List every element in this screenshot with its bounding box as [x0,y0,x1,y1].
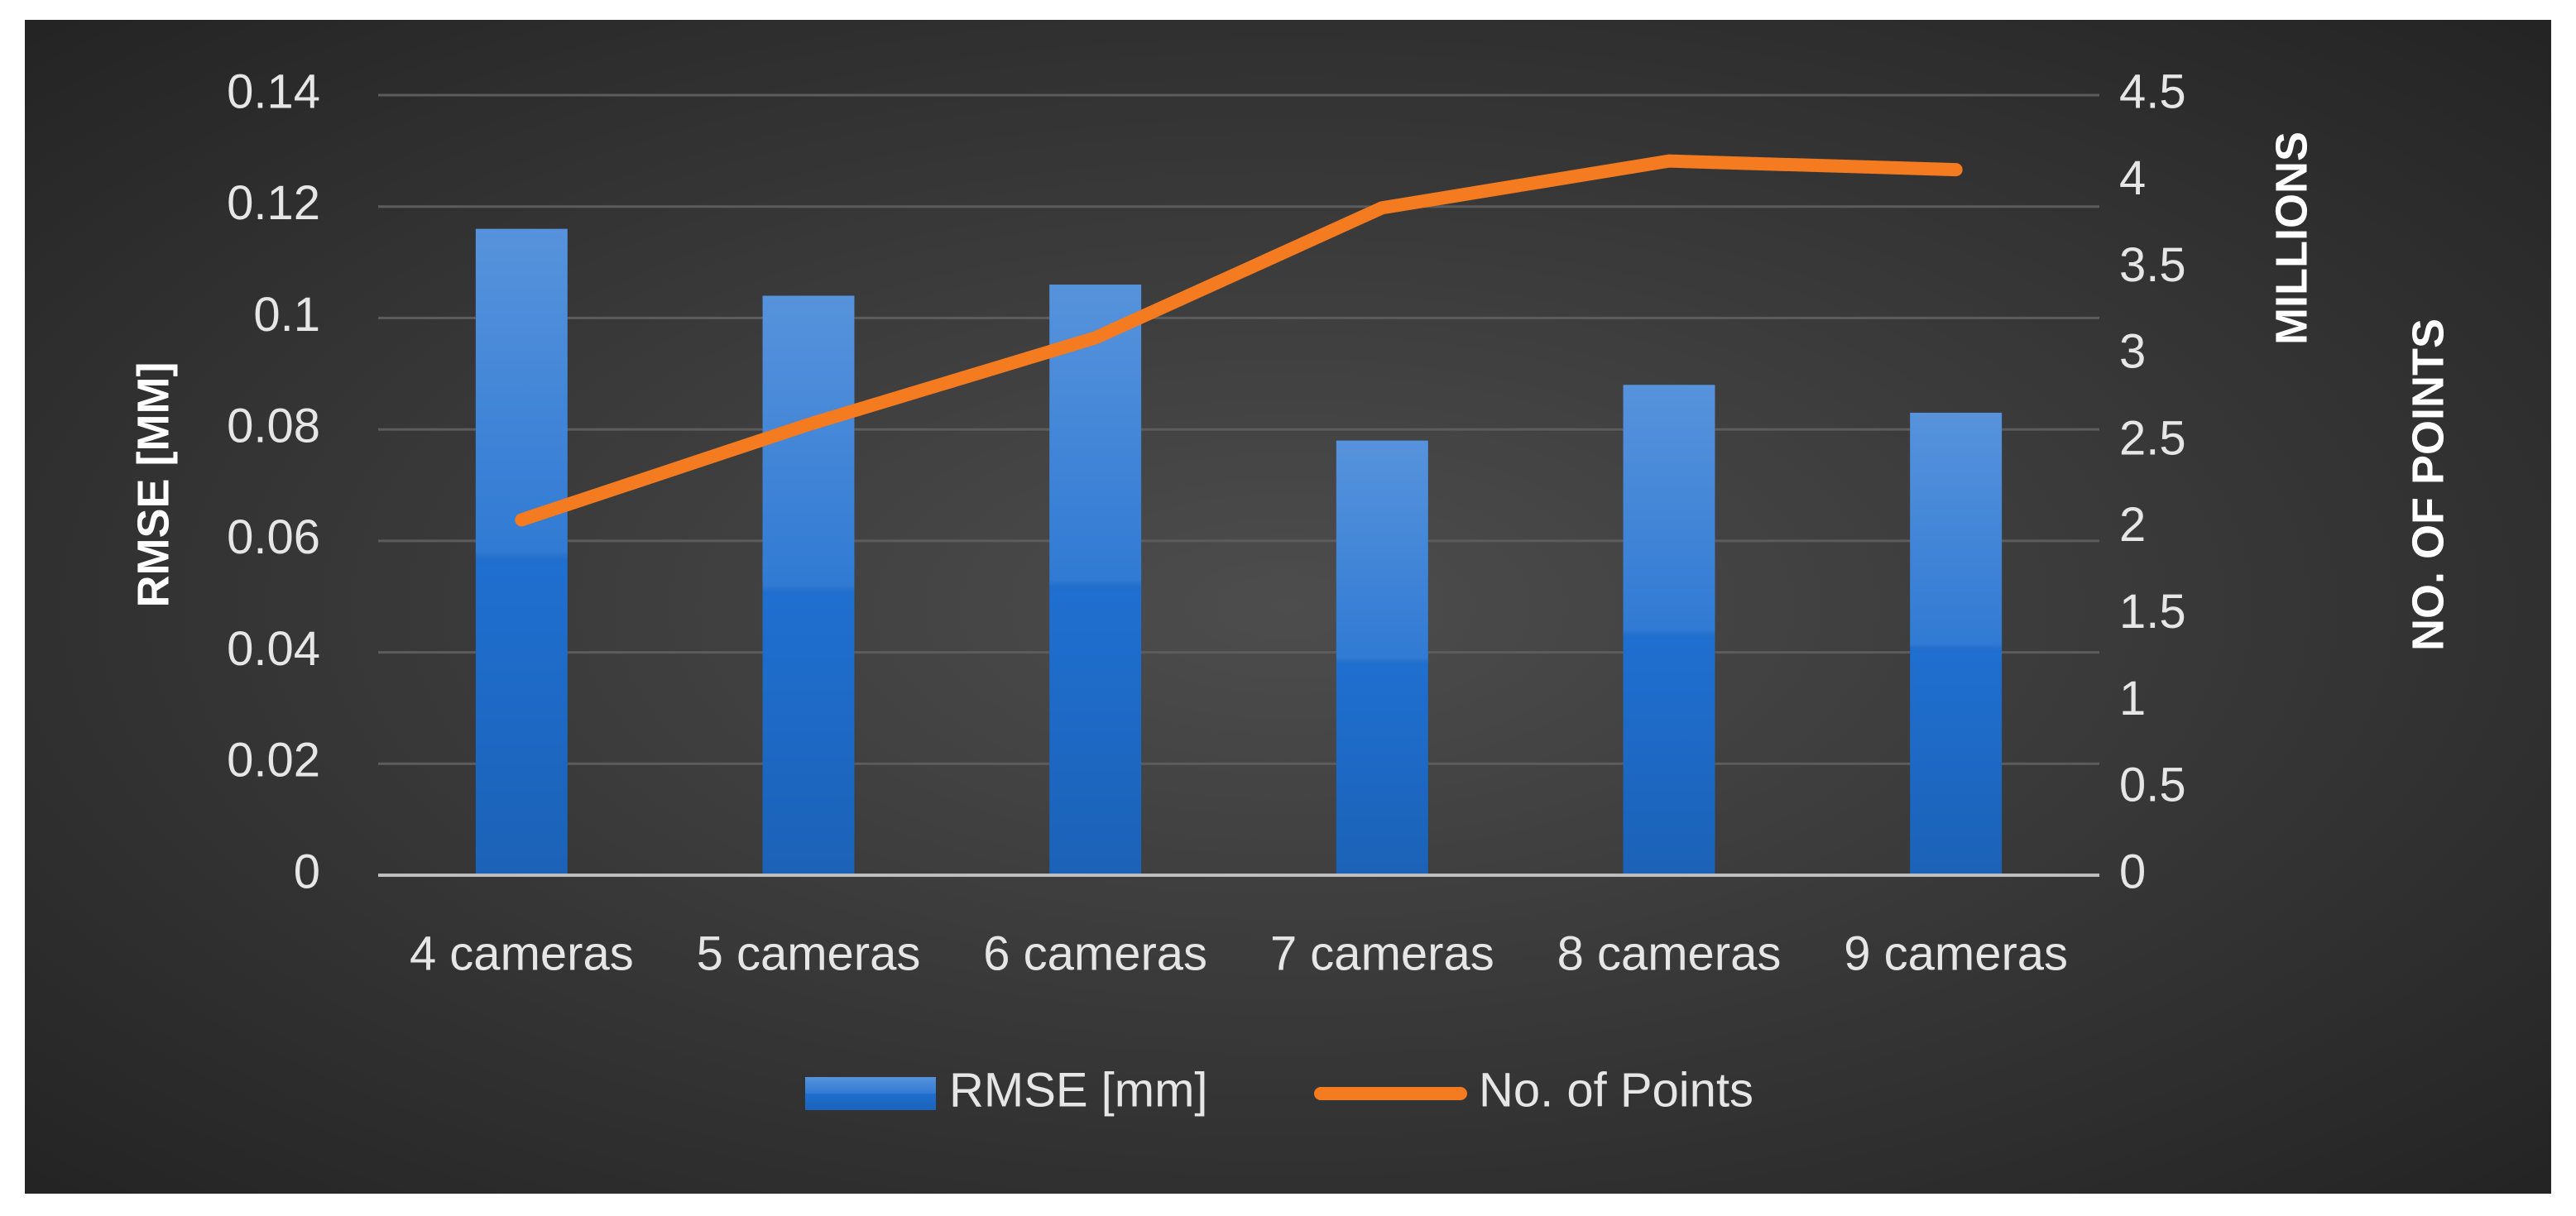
y-tick-label: 0.04 [227,622,320,676]
y-tick-label: 0.14 [227,65,320,118]
y2-tick-label: 3 [2119,325,2146,379]
y-tick-label: 0.02 [227,734,320,788]
legend-label: RMSE [mm] [949,1063,1208,1117]
line [515,154,1963,527]
x-tick-label: 7 cameras [1270,926,1494,980]
y2-tick-label: 3.5 [2119,238,2186,292]
y-axis-title: RMSE [MM] [128,362,178,608]
y2-tick-label: 4.5 [2119,65,2186,118]
x-tick-label: 4 cameras [410,926,634,980]
y-tick-label: 0.06 [227,510,320,564]
y2-tick-label: 0.5 [2119,759,2186,812]
y2-axis-title: NO. OF POINTS [2403,318,2453,651]
y-tick-label: 0.1 [253,288,320,342]
y2-tick-label: 0 [2119,845,2146,898]
y2-tick-label: 1.5 [2119,585,2186,639]
y2-tick-label: 2 [2119,498,2146,552]
y2-tick-label: 4 [2119,151,2146,205]
bar-shine [1623,385,1715,875]
legend-label: No. of Points [1479,1063,1753,1117]
bar-shine [475,228,568,876]
y2-unit-label: MILLIONS [2267,132,2316,345]
chart-background [25,20,2551,1194]
y-tick-label: 0.08 [227,399,320,452]
x-tick-label: 6 cameras [983,926,1207,980]
bar-shine [1910,412,2003,876]
y-tick-label: 0.12 [227,176,320,230]
x-tick-label: 5 cameras [697,926,921,980]
bar-shine [1336,440,1428,875]
legend-swatch-shine [805,1077,936,1110]
bar-shine [762,295,855,875]
y2-tick-label: 1 [2119,672,2146,725]
y-tick-label: 0 [294,845,320,898]
bar-shine [1049,285,1142,875]
x-tick-label: 8 cameras [1557,926,1782,980]
y2-tick-label: 2.5 [2119,411,2186,465]
x-tick-label: 9 cameras [1844,926,2068,980]
